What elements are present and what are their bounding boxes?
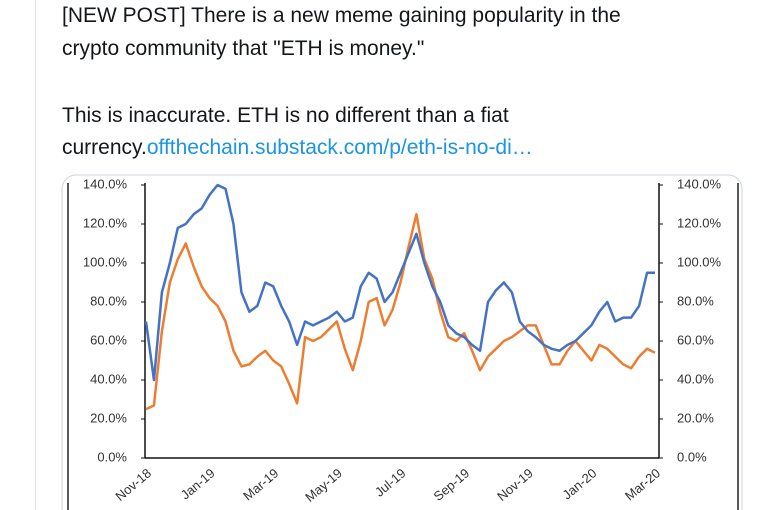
tweet-text: crypto community that "ETH is money." [62, 37, 425, 60]
y-tick-label: 0.0% [97, 449, 127, 464]
y2-tick-label: 40.0% [677, 371, 714, 386]
y-tick-label: 60.0% [90, 332, 127, 347]
y2-tick-label: 140.0% [677, 176, 722, 191]
y-tick-label: 40.0% [90, 371, 127, 386]
tweet-text: [NEW POST] There is a new meme gaining p… [62, 4, 621, 27]
y2-tick-label: 20.0% [677, 410, 714, 425]
y2-tick-label: 100.0% [677, 254, 722, 269]
tweet-text: This is inaccurate. ETH is no different … [62, 104, 509, 127]
y-tick-label: 120.0% [83, 215, 128, 230]
y2-tick-label: 80.0% [677, 293, 714, 308]
y-tick-label: 140.0% [83, 176, 128, 191]
y2-tick-label: 0.0% [677, 449, 707, 464]
y2-tick-label: 60.0% [677, 332, 714, 347]
data-line [145, 213, 656, 411]
tweet-link[interactable]: offthechain.substack.com/p/eth-is-no-di… [146, 136, 533, 159]
thread-rail [35, 0, 36, 510]
tweet-text-line: currency.offthechain.substack.com/p/eth-… [62, 136, 533, 160]
card-frame [61, 174, 743, 510]
y2-tick-label: 120.0% [677, 215, 722, 230]
y-tick-label: 100.0% [83, 254, 128, 269]
tweet-text: currency. [62, 136, 147, 159]
y-tick-label: 80.0% [90, 293, 127, 308]
data-line [144, 183, 655, 382]
y-tick-label: 20.0% [90, 410, 127, 425]
